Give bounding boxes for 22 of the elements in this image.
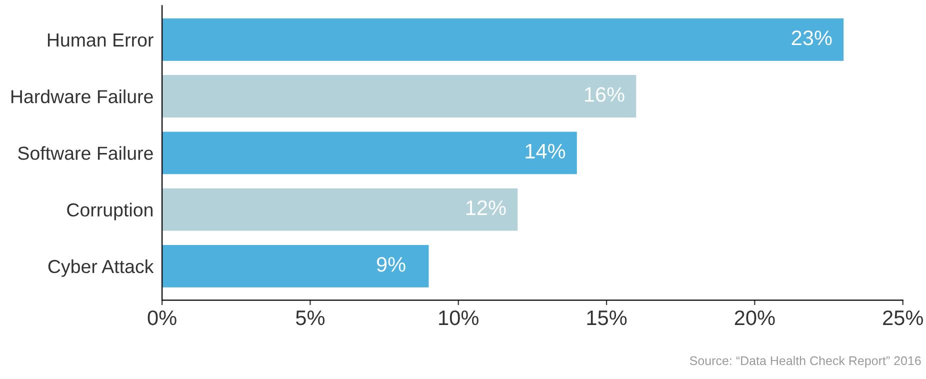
data-label: 9% <box>376 257 406 272</box>
x-tick-label: 15% <box>587 310 627 326</box>
bar <box>162 75 636 118</box>
bar <box>162 188 518 231</box>
y-tick-label: Corruption <box>67 202 153 220</box>
bar <box>162 244 429 288</box>
y-tick-label: Software Failure <box>18 146 153 160</box>
data-label: 23% <box>792 30 832 46</box>
source-note: Source: “Data Health Check Report” 2016 <box>690 356 921 368</box>
y-tick-label: Human Error <box>48 34 154 47</box>
bar <box>162 132 577 174</box>
x-tick-label: 25% <box>883 310 923 326</box>
x-tick-label: 5% <box>296 310 325 326</box>
x-tick-label: 0% <box>148 310 176 326</box>
x-tick-label: 10% <box>439 310 478 326</box>
data-label: 14% <box>526 144 566 158</box>
bar <box>162 18 844 61</box>
data-label: 16% <box>584 87 624 102</box>
data-label: 12% <box>466 200 506 216</box>
y-tick-label: Hardware Failure <box>11 90 153 104</box>
y-tick-label: Cyber Attack <box>48 259 154 277</box>
x-tick-label: 20% <box>734 310 775 326</box>
